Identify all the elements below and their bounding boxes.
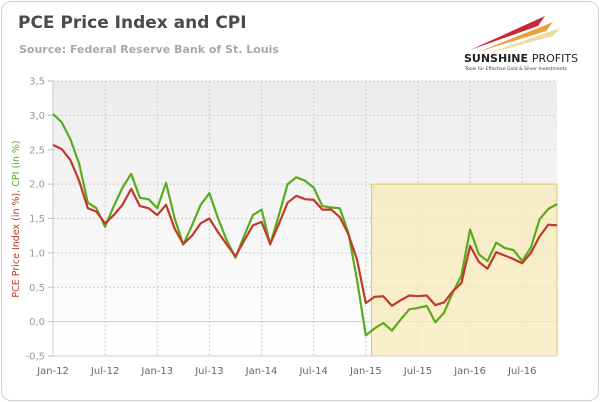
y-tick-label: 3,5 [29, 77, 45, 88]
y-tick-label: 0,5 [29, 283, 45, 294]
x-tick-label: Jan-14 [245, 366, 278, 377]
series-line-cpi [52, 113, 558, 337]
x-tick-label: Jul-16 [507, 366, 536, 377]
series-line-pce [52, 143, 558, 307]
x-tick-label: Jan-12 [36, 366, 69, 377]
series-lines [52, 113, 558, 337]
logo-swoosh-orange [478, 22, 553, 52]
y-tick-label: 1,0 [29, 248, 45, 259]
logo-swoosh-red [470, 16, 545, 50]
y-axis-label: PCE Price Index (in %), CPI (in %) [11, 140, 22, 297]
x-tick-label: Jan-13 [140, 366, 173, 377]
logo-swoosh-light [486, 28, 560, 54]
y-tick-label: 1,5 [29, 214, 45, 225]
y-tick-label: 3,0 [29, 111, 45, 122]
logo-tagline: Tools for Effective Gold & Silver Invest… [464, 66, 568, 72]
x-tick-label: Jul-15 [403, 366, 432, 377]
x-tick-label: Jul-12 [90, 366, 119, 377]
y-tick-label: 2,0 [29, 180, 45, 191]
x-tick-label: Jul-13 [194, 366, 223, 377]
page-title: PCE Price Index and CPI [18, 13, 247, 33]
logo: SUNSHINE PROFITS Tools for Effective Gol… [464, 16, 578, 72]
axes: -0,5 0,0 0,5 1,0 1,5 2,0 2,5 3,0 3,5 Jan-12 Jul-12… [25, 77, 557, 377]
x-tick-label: Jan-16 [453, 366, 486, 377]
x-tick-label: Jan-15 [349, 366, 382, 377]
y-tick-label: -0,5 [25, 352, 45, 363]
logo-name: SUNSHINE PROFITS [464, 52, 578, 65]
x-tick-label: Jul-14 [298, 366, 327, 377]
source-note: Source: Federal Reserve Bank of St. Loui… [19, 43, 279, 56]
y-tick-label: 0,0 [29, 317, 45, 328]
y-tick-label: 2,5 [29, 145, 45, 156]
